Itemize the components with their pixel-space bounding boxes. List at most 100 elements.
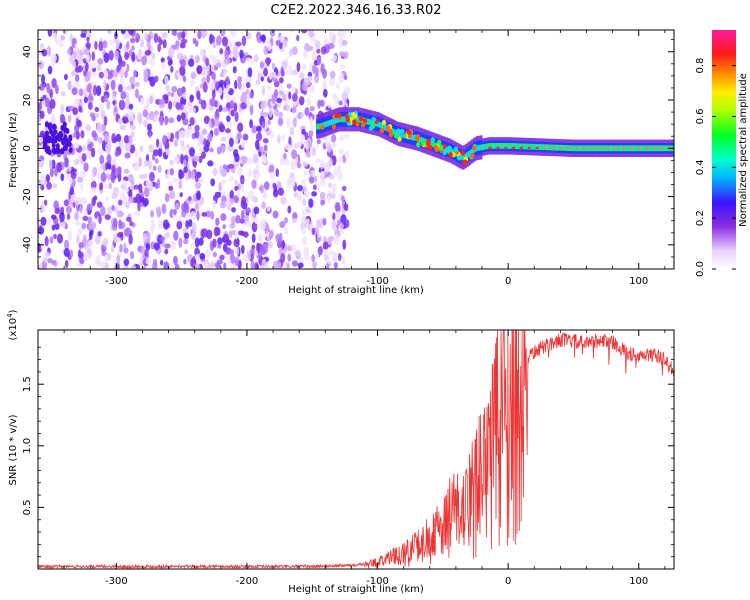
spectrogram-hot-blob [45, 148, 50, 155]
spectrogram-noise-blob [79, 205, 83, 214]
spectrogram-noise-blob [69, 186, 75, 195]
spectrogram-noise-blob [125, 91, 130, 102]
ridge-core [579, 145, 582, 152]
spectrogram-noise-blob [129, 220, 134, 227]
spectrogram-noise-blob [190, 211, 197, 220]
spectrogram-noise-blob [77, 227, 83, 236]
spectrogram-noise-blob [66, 213, 71, 220]
spectrogram-noise-blob [67, 80, 72, 91]
spectrogram-noise-blob [181, 210, 187, 218]
spectrogram-hot-blob [44, 130, 49, 137]
ridge-core [480, 144, 483, 151]
spectrogram-noise-blob [119, 76, 124, 85]
spectrogram-noise-blob [154, 110, 159, 116]
spectrogram-noise-blob [84, 208, 88, 217]
spectrogram-noise-blob [241, 35, 247, 47]
spectrogram-noise-blob [42, 257, 49, 263]
spectrogram-noise-blob [342, 239, 347, 250]
spectrogram-noise-blob [332, 142, 337, 148]
spectrogram-noise-blob [141, 55, 147, 66]
spectrogram-noise-blob [191, 222, 197, 233]
spectrogram-noise-blob [129, 144, 136, 154]
spectrogram-noise-blob [134, 81, 140, 87]
spectrogram-noise-blob [178, 237, 183, 248]
spectrogram-noise-blob [47, 65, 53, 75]
spectrogram-noise-blob [279, 220, 286, 229]
spectrogram-noise-blob [128, 189, 133, 200]
spectrogram-noise-blob [227, 163, 235, 169]
ridge-core [564, 145, 567, 151]
spectrogram-noise-blob [164, 248, 169, 255]
spectrogram-noise-blob [123, 247, 129, 254]
spectrogram-noise-blob [210, 210, 215, 220]
spectrogram-noise-blob [118, 211, 125, 217]
spectrogram-noise-blob [319, 170, 326, 182]
spectrogram-noise-blob [111, 192, 117, 200]
spectrogram-noise-blob [90, 174, 95, 182]
spectrogram-noise-blob [70, 194, 77, 203]
spectrogram-noise-blob [68, 177, 73, 186]
spectrogram-noise-blob [203, 115, 210, 125]
spectrogram-noise-blob [149, 95, 153, 105]
spectrogram-noise-blob [213, 127, 219, 136]
spectrogram-hot-blob [64, 137, 69, 144]
spectrogram-noise-blob [150, 210, 154, 218]
spectrogram-noise-blob [92, 71, 97, 78]
colorbar-tick-label: 0.4 [695, 159, 706, 175]
spectrogram-noise-blob [234, 111, 239, 123]
ridge-peak [645, 146, 649, 149]
spectrogram-noise-blob [179, 65, 186, 76]
spectrogram-noise-blob [291, 86, 296, 94]
spectrogram-noise-blob [239, 177, 245, 183]
spectrogram-noise-blob [153, 33, 159, 44]
spectrogram-noise-blob [322, 218, 327, 226]
ridge-core [526, 143, 529, 150]
spectrogram-noise-blob [134, 88, 139, 99]
spectrogram-noise-blob [209, 81, 216, 91]
spectrogram-noise-blob [268, 92, 273, 100]
spectrogram-noise-blob [237, 79, 242, 90]
spectrogram-noise-blob [260, 246, 266, 256]
spectrogram-noise-blob [203, 144, 210, 153]
ridge-core [328, 119, 331, 126]
spectrogram-noise-blob [124, 152, 131, 159]
spectrogram-noise-blob [178, 215, 182, 221]
spectrogram-noise-blob [222, 224, 226, 230]
spectrogram-noise-blob [263, 181, 270, 190]
spectrogram-noise-blob [271, 62, 276, 70]
spectrogram-noise-blob [239, 49, 244, 59]
spectrogram-noise-blob [275, 39, 281, 47]
spectrogram-noise-blob [67, 230, 73, 241]
spectrogram-noise-blob [309, 84, 315, 94]
spectrogram-noise-blob [145, 101, 149, 108]
spectrogram-noise-blob [329, 76, 336, 87]
spectrogram-noise-blob [294, 249, 301, 257]
ridge-core [402, 132, 404, 138]
spectrogram-noise-blob [268, 107, 273, 118]
spectrogram-noise-blob [229, 100, 235, 109]
spectrogram-noise-blob [78, 251, 84, 259]
spectrogram-noise-blob [38, 136, 44, 144]
x-tick-label: -200 [236, 576, 259, 587]
ridge-spot [331, 124, 337, 130]
spectrogram-noise-blob [154, 182, 159, 189]
ridge-core [462, 155, 465, 161]
spectrogram-noise-blob [96, 260, 102, 267]
spectrogram-noise-blob [80, 182, 84, 190]
spectrogram-noise-blob [91, 51, 96, 62]
spectrogram-noise-blob [212, 168, 218, 177]
spectrogram-noise-blob [127, 196, 134, 204]
spectrogram-noise-blob [127, 227, 132, 236]
ridge-core [411, 134, 414, 141]
spectrogram-noise-blob [96, 201, 103, 208]
ridge-peak [590, 146, 594, 149]
spectrogram-noise-blob [125, 216, 132, 222]
spectrogram-noise-blob [279, 156, 285, 166]
ridge-peak [637, 146, 641, 149]
spectrogram-noise-blob [313, 175, 318, 183]
ridge-core [431, 141, 434, 147]
spectrogram-noise-blob [152, 261, 158, 269]
spectrogram-noise-blob [339, 222, 344, 230]
ridge-core [502, 142, 505, 149]
spectrogram-noise-blob [284, 143, 291, 151]
